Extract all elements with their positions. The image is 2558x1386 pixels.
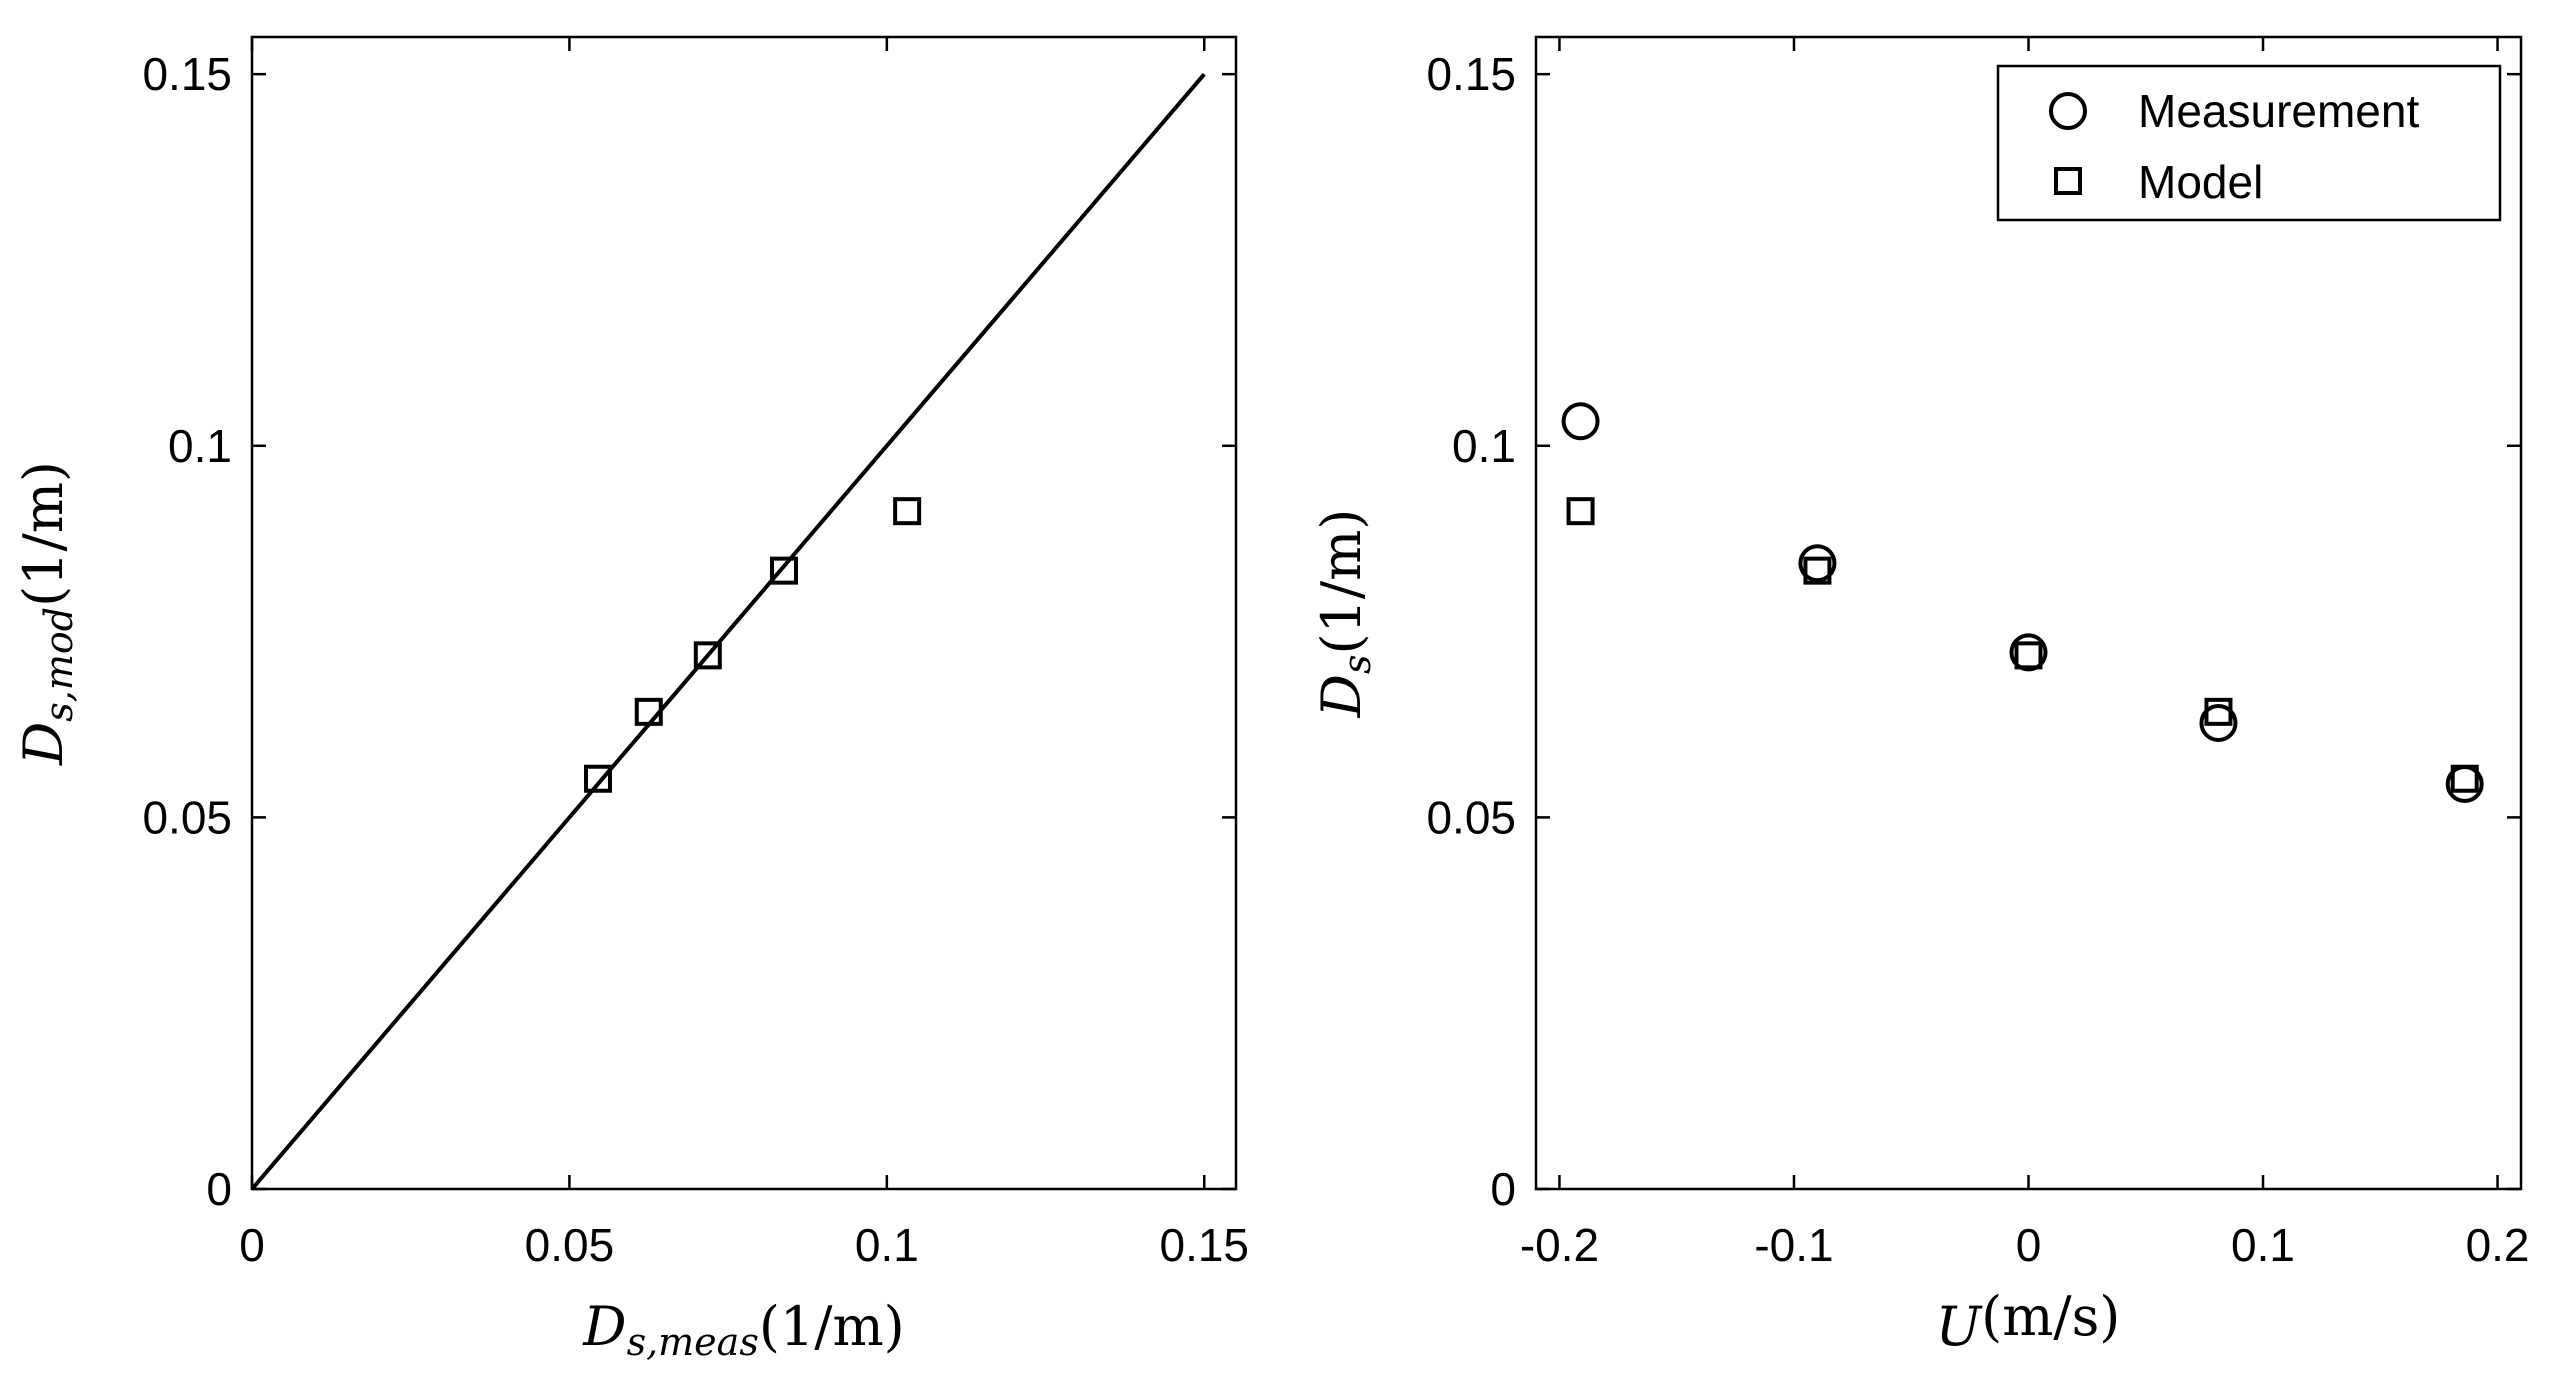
legend-measurement-marker (2049, 92, 2087, 130)
right-y-tick-label: 0.05 (1426, 791, 1516, 843)
left-data-markers (583, 497, 922, 793)
left-x-axis-label-unit: (1/m) (759, 1295, 905, 1358)
left-x-axis-label-main: D (582, 1295, 626, 1358)
left-y-tick-label: 0.05 (142, 791, 232, 843)
right-x-ticks: -0.2 -0.1 0 0.1 0.2 (1520, 37, 2530, 1271)
left-reference-line (250, 72, 1206, 1191)
right-x-tick-label: -0.2 (1520, 1219, 1599, 1271)
left-y-tick-label: 0 (206, 1163, 232, 1215)
right-measurement-point (1798, 544, 1837, 583)
right-y-axis-label: Ds(1/m) (1310, 509, 1379, 719)
legend-model-marker (2054, 167, 2082, 195)
left-x-tick-label: 0.1 (855, 1219, 919, 1271)
left-y-ticks: 0 0.05 0.1 0.15 (142, 48, 1236, 1215)
left-x-axis-label-subscript: s,meas (627, 1320, 759, 1364)
left-x-ticks: 0 0.05 0.1 0.15 (239, 37, 1249, 1271)
left-x-tick-label: 0.15 (1159, 1219, 1249, 1271)
right-y-tick-label: 0.1 (1452, 420, 1516, 472)
right-y-tick-label: 0.15 (1426, 48, 1516, 100)
left-model-point (769, 556, 798, 585)
legend-model-label: Model (2138, 156, 2263, 208)
right-x-axis-label: U(m/s) (1936, 1285, 2121, 1358)
right-x-tick-label: 0 (2016, 1219, 2042, 1271)
left-chart-panel: 0 0.05 0.1 0.15 00.050.10.15 Ds,meas(1/m) D… (12, 35, 1249, 1364)
right-data-markers (1561, 402, 2484, 803)
right-x-tick-label: 0.2 (2466, 1219, 2530, 1271)
right-measurement-point (1561, 402, 1600, 441)
right-model-point (2204, 697, 2233, 726)
right-model-point (1566, 497, 1595, 526)
right-plot-area (1534, 35, 2523, 1191)
left-y-axis-label: Ds,mod(1/m) (12, 461, 81, 766)
left-x-axis-label: Ds,meas(1/m) (582, 1295, 904, 1364)
right-y-ticks: 0 0.05 0.1 0.15 (1426, 48, 2521, 1215)
right-y-axis-label-unit: (1/m) (1310, 509, 1373, 655)
left-y-tick-label: 0.15 (142, 48, 232, 100)
legend-measurement-label: Measurement (2138, 85, 2419, 137)
left-model-point (583, 764, 612, 793)
left-y-tick-label: 0.1 (168, 420, 232, 472)
left-model-point (893, 497, 922, 526)
left-model-point (693, 641, 722, 670)
left-model-point (634, 697, 663, 726)
left-x-tick-label: 0 (239, 1219, 265, 1271)
right-x-tick-label: -0.1 (1754, 1219, 1833, 1271)
legend: Measurement Model (1996, 64, 2502, 222)
left-x-tick-label: 0.05 (525, 1219, 615, 1271)
right-y-tick-label: 0 (1490, 1163, 1516, 1215)
right-model-point (1803, 556, 1832, 585)
right-y-axis-label-subscript: s (1335, 655, 1379, 675)
left-y-axis-label-unit: (1/m) (12, 461, 75, 607)
right-x-axis-label-main: U (1936, 1295, 1983, 1358)
right-chart-panel: -0.2 -0.1 0 0.1 0.2 0 0.05 0.1 0.15 U(m/s) Ds(1… (1310, 35, 2530, 1358)
left-y-axis-label-subscript: s,mod (37, 607, 81, 722)
right-x-axis-label-unit: (m/s) (1981, 1285, 2120, 1348)
left-reference-lines (250, 72, 1206, 1191)
left-y-axis-label-main: D (12, 722, 75, 766)
right-model-point (2014, 641, 2043, 670)
right-x-tick-label: 0.1 (2231, 1219, 2295, 1271)
right-measurement-point (2009, 633, 2048, 672)
right-model-point (2450, 764, 2479, 793)
right-measurement-point (2199, 703, 2238, 742)
right-y-axis-label-main: D (1310, 674, 1373, 718)
